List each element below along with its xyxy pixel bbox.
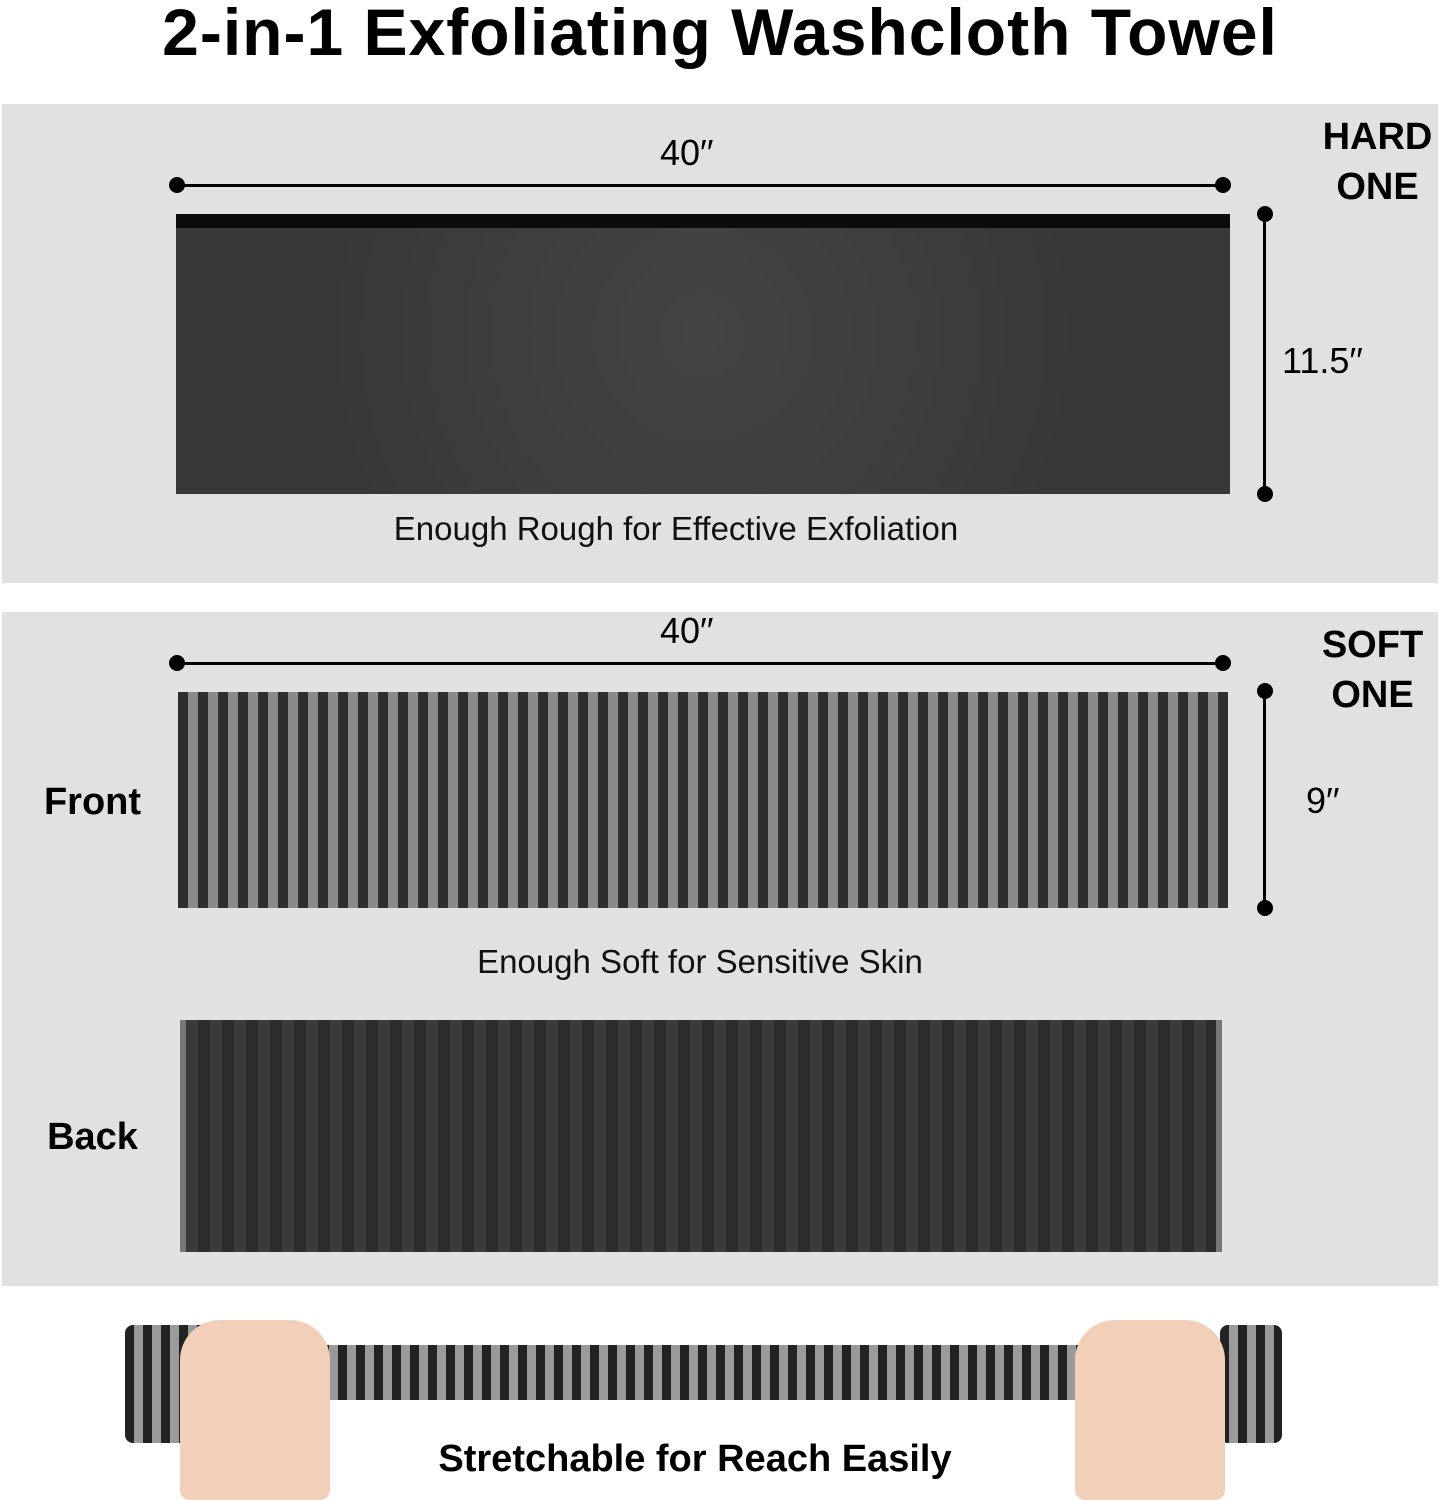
soft-width-label: 40′′: [660, 610, 714, 651]
right-hand-image: [1075, 1320, 1225, 1500]
hard-towel-image: [176, 214, 1230, 494]
soft-one-label: SOFT ONE: [1321, 624, 1424, 716]
towel-end-right: [1220, 1325, 1282, 1443]
hard-caption: Enough Rough for Effective Exfoliation: [393, 510, 959, 547]
page-title: 2-in-1 Exfoliating Washcloth Towel: [162, 0, 1278, 69]
hard-height-label: 11.5′′: [1282, 340, 1363, 381]
soft-towel-front-image: [178, 692, 1228, 908]
left-hand-image: [180, 1320, 330, 1500]
hard-width-label: 40′′: [660, 132, 714, 173]
back-label: Back: [47, 1116, 138, 1158]
soft-width-line: [177, 662, 1223, 665]
dimension-dot: [1257, 486, 1273, 502]
soft-height-label: 9′′: [1306, 780, 1340, 821]
dimension-dot: [1215, 177, 1231, 193]
hard-height-line: [1263, 214, 1266, 494]
soft-caption: Enough Soft for Sensitive Skin: [477, 943, 923, 980]
stretched-towel-image: [320, 1345, 1100, 1400]
hard-width-line: [177, 184, 1223, 187]
stretch-caption: Stretchable for Reach Easily: [438, 1438, 952, 1480]
dimension-dot: [1215, 655, 1231, 671]
hard-one-label: HARD ONE: [1322, 116, 1433, 208]
soft-height-line: [1263, 691, 1266, 908]
soft-towel-back-image: [180, 1020, 1222, 1252]
front-label: Front: [43, 781, 142, 823]
dimension-dot: [1257, 900, 1273, 916]
